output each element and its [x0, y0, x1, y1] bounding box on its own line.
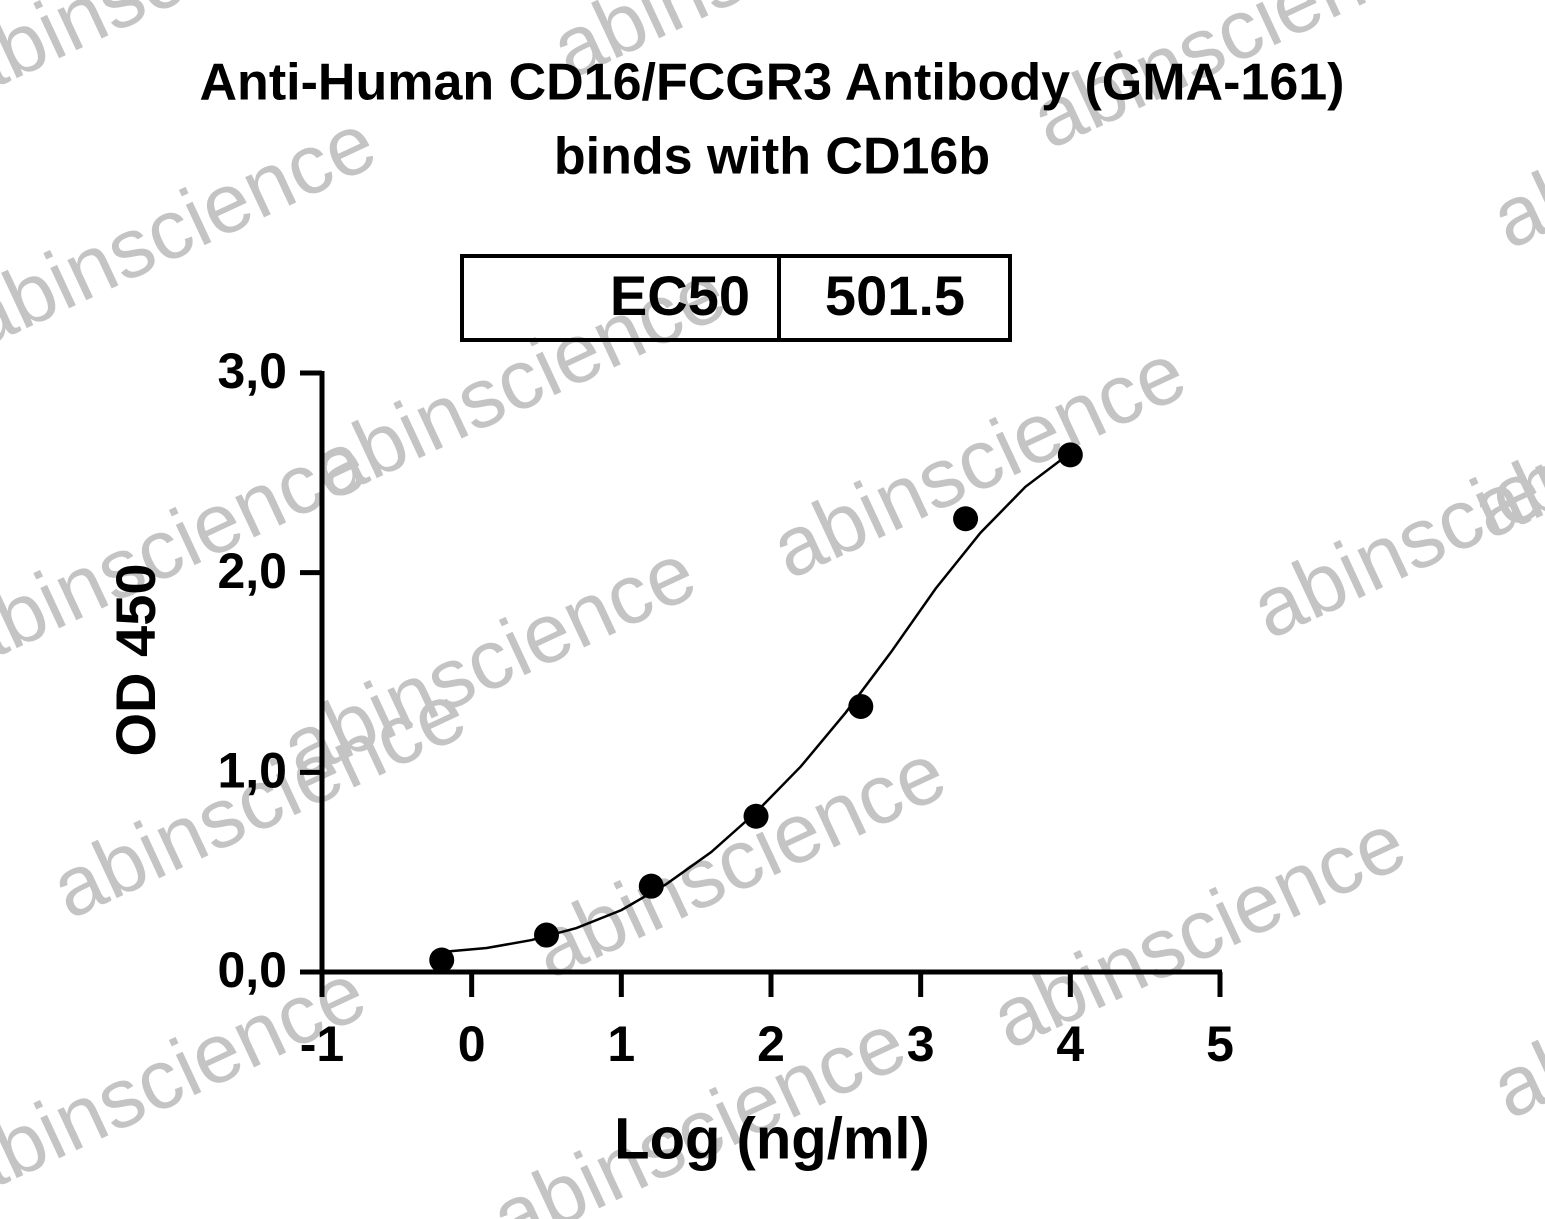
x-axis-label: Log (ng/ml): [614, 1106, 930, 1171]
watermark: abinscience: [977, 794, 1419, 1067]
watermark: abinscience: [517, 724, 959, 997]
y-axis-label: OD 450: [104, 564, 167, 757]
y-tick-label: 3,0: [217, 343, 287, 399]
x-tick-label: 3: [907, 1016, 935, 1072]
data-point: [953, 506, 979, 532]
x-tick-label: 4: [1056, 1016, 1084, 1072]
x-tick-label: 0: [458, 1016, 486, 1072]
data-point: [638, 873, 664, 899]
chart-title: binds with CD16b: [554, 128, 990, 186]
ec50-box: [460, 254, 1012, 342]
y-tick-label: 2,0: [217, 543, 287, 599]
chart-title: Anti-Human CD16/FCGR3 Antibody (GMA-161): [200, 54, 1345, 112]
watermark: abinscience: [757, 324, 1199, 597]
ec50-label: EC50: [610, 264, 750, 327]
x-tick-label: 2: [757, 1016, 785, 1072]
data-point: [743, 803, 769, 829]
ec50-value: 501.5: [825, 264, 965, 327]
y-tick-label: 0,0: [217, 942, 287, 998]
watermark: abinscience: [1477, 0, 1545, 266]
watermark: abinscience: [1477, 864, 1545, 1137]
data-point: [1057, 442, 1083, 468]
x-tick-label: -1: [300, 1016, 344, 1072]
watermark: abinscience: [0, 94, 389, 367]
watermark: abinscience: [267, 524, 709, 797]
data-point: [534, 922, 559, 948]
data-point: [429, 947, 455, 973]
data-point: [848, 693, 874, 719]
x-tick-label: 1: [607, 1016, 635, 1072]
y-tick-label: 1,0: [217, 743, 287, 799]
x-tick-label: 5: [1206, 1016, 1234, 1072]
